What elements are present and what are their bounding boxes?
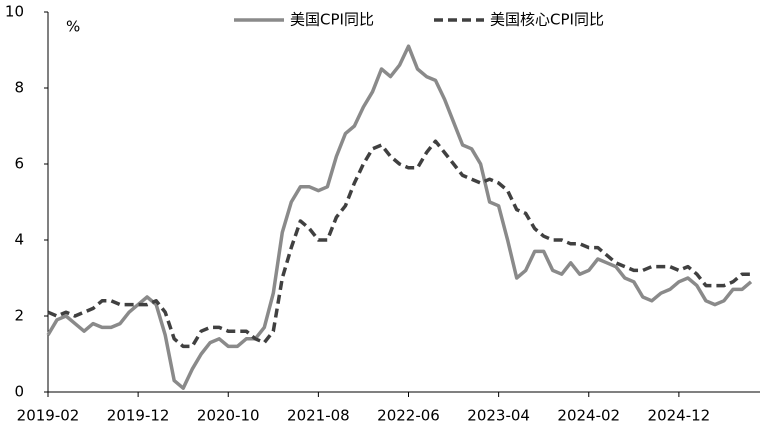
x-tick-label: 2019-02 [17,407,80,425]
x-tick-label: 2019-12 [107,407,170,425]
x-tick-label: 2024-02 [557,407,620,425]
y-tick-label: 8 [14,79,24,97]
series-line [46,44,753,390]
y-unit: % [66,18,80,36]
y-tick-label: 10 [5,3,24,21]
x-tick-label: 2024-12 [648,407,711,425]
legend-label: 美国核心CPI同比 [490,11,604,29]
x-tick-label: 2022-06 [377,407,440,425]
x-tick-label: 2021-08 [287,407,350,425]
x-tick-label: 2023-04 [467,407,530,425]
x-tick-label: 2020-10 [197,407,260,425]
y-tick-label: 0 [14,383,24,401]
y-tick-label: 4 [14,231,24,249]
y-tick-label: 2 [14,307,24,325]
legend-label: 美国CPI同比 [290,11,374,29]
y-tick-label: 6 [14,155,24,173]
series-line [47,139,751,349]
